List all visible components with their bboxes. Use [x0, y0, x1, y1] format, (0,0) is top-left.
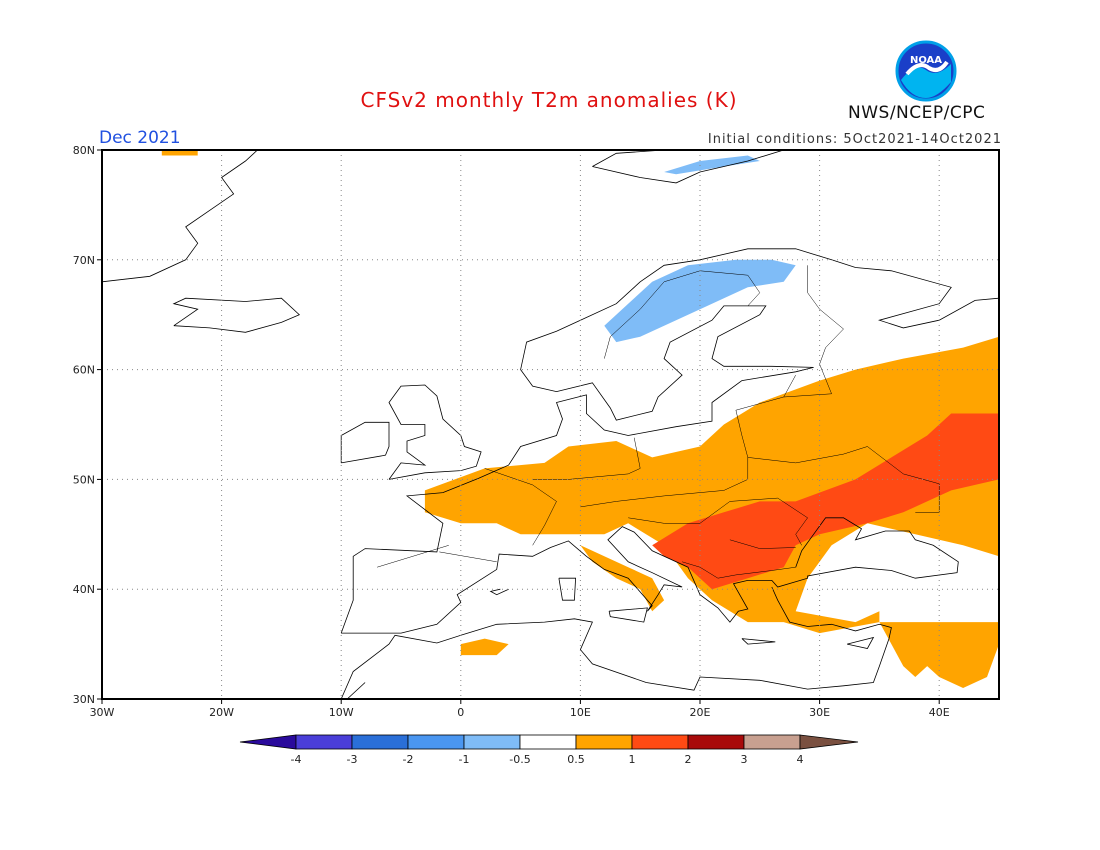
colorbar-swatch: [743, 734, 801, 750]
border-6: [628, 497, 808, 546]
border-10: [783, 265, 844, 398]
border-4: [532, 437, 641, 480]
colorbar-tick-label: -3: [347, 753, 358, 766]
colorbar-tick-label: 1: [629, 753, 636, 766]
border-12: [604, 270, 701, 359]
colorbar: -4 -3 -2 -1 -0.5 0.5 1 2 3 4: [239, 734, 859, 766]
colorbar-tick-label: 4: [797, 753, 804, 766]
agency-label: NWS/NCEP/CPC: [848, 103, 986, 123]
lon-tick-label: 10W: [329, 706, 354, 719]
coastline-3: [340, 586, 892, 699]
colorbar-swatch: [351, 734, 409, 750]
coastline-9: [346, 682, 366, 699]
colorbar-swatch: [687, 734, 745, 750]
coastline-13: [741, 638, 776, 645]
map-frame: [101, 149, 1000, 700]
axis-labels: 30W 20W 10W 0 10E 20E 30E 40E 30N 40N 50N 60N 70N 80N: [73, 144, 950, 719]
lat-tick-label: 80N: [73, 144, 95, 157]
coastline-8: [592, 150, 784, 184]
colorbar-tick-label: -4: [291, 753, 302, 766]
colorbar-swatch: [407, 734, 465, 750]
colorbar-tick-label: 0.5: [567, 753, 585, 766]
anomaly-region-1: [424, 336, 999, 634]
coastline-2: [341, 517, 959, 634]
colorbar-swatch: [631, 734, 689, 750]
border-9: [747, 446, 940, 513]
colorbar-swatch: [519, 734, 577, 750]
coastline-4: [388, 384, 482, 480]
lon-tick-label: 0: [457, 706, 464, 719]
anomaly-region-8: [664, 155, 760, 175]
border-11: [699, 270, 761, 307]
lat-tick-label: 60N: [73, 364, 95, 377]
lon-tick-label: 20W: [209, 706, 234, 719]
lat-tick-label: 70N: [73, 254, 95, 267]
anomaly-region-5: [460, 638, 509, 656]
coastline-10: [489, 588, 509, 596]
anomaly-region-2: [580, 545, 665, 612]
lon-tick-label: 20E: [690, 706, 711, 719]
colorbar-tick-label: -1: [459, 753, 470, 766]
colorbar-swatch: [575, 734, 633, 750]
border-3: [484, 468, 557, 546]
border-5: [580, 374, 796, 508]
lon-tick-label: 30E: [809, 706, 830, 719]
coastline-12: [608, 607, 648, 623]
lon-tick-label: 10E: [570, 706, 591, 719]
colorbar-tick-label: -0.5: [509, 753, 530, 766]
lat-tick-label: 50N: [73, 473, 95, 486]
coastline-11: [558, 577, 577, 601]
border-8: [682, 561, 796, 579]
coastline-7: [102, 150, 258, 283]
border-7: [729, 539, 796, 549]
forecast-period: Dec 2021: [99, 128, 181, 148]
coastline-1: [340, 248, 999, 634]
chart-title: CFSv2 monthly T2m anomalies (K): [360, 88, 738, 112]
colorbar-swatch-high-extend: [799, 734, 859, 750]
lon-tick-label: 30W: [90, 706, 115, 719]
colorbar-swatch: [295, 734, 353, 750]
anomaly-region-6: [652, 413, 999, 590]
colorbar-swatch: [463, 734, 521, 750]
lat-tick-label: 30N: [73, 693, 95, 706]
logo-lettering: NOAA: [910, 55, 942, 66]
colorbar-tick-label: 2: [685, 753, 692, 766]
coastline-6: [172, 297, 301, 333]
lat-tick-label: 40N: [73, 583, 95, 596]
border-1: [439, 551, 497, 563]
colorbar-tick-label: 3: [741, 753, 748, 766]
border-2: [377, 545, 449, 568]
coastline-14: [847, 636, 875, 649]
colorbar-swatch-low-extend: [239, 734, 297, 750]
initial-conditions: Initial conditions: 5Oct2021-14Oct2021: [707, 132, 1002, 147]
lon-tick-label: 40E: [929, 706, 950, 719]
anomaly-region-4: [161, 150, 198, 156]
noaa-logo-icon: NOAA: [895, 40, 957, 102]
colorbar-tick-label: -2: [403, 753, 414, 766]
